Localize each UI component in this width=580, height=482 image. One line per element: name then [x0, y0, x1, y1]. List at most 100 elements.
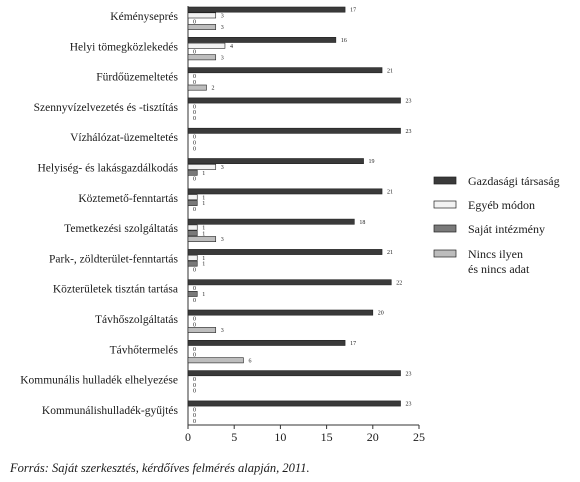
x-tick-label: 15 — [321, 430, 333, 444]
legend: Gazdasági társaság Egyéb módon Saját intéz… — [433, 174, 560, 276]
value-label: 0 — [193, 347, 196, 353]
bar — [187, 127, 401, 134]
bar — [187, 230, 198, 237]
bar — [187, 309, 374, 316]
category-label: Fürdőüzemeltetés — [96, 72, 178, 84]
bar — [187, 158, 364, 164]
value-label: 21 — [387, 68, 393, 74]
value-label: 3 — [221, 25, 224, 31]
category-label: Köztemető-fenntartás — [78, 193, 178, 205]
value-label: 21 — [387, 250, 393, 256]
value-label: 1 — [202, 262, 205, 268]
value-label: 0 — [193, 286, 196, 292]
value-label: 0 — [193, 146, 196, 152]
value-label: 0 — [193, 110, 196, 116]
value-label: 0 — [193, 377, 196, 383]
x-tick-label: 20 — [367, 430, 379, 444]
source-note: Forrás: Saját szerkesztés, kérdőíves fel… — [10, 461, 310, 475]
bar — [187, 260, 198, 267]
category-label: Park-, zöldterület-fenntartás — [49, 253, 179, 265]
x-tick-label: 25 — [413, 430, 425, 444]
category-label: Kommunálishulladék-gyűjtés — [42, 405, 179, 417]
value-label: 0 — [193, 413, 196, 419]
value-label: 1 — [202, 226, 205, 232]
bar — [187, 42, 226, 49]
value-label: 0 — [193, 407, 196, 413]
category-label: Helyi tömegközlekedés — [70, 41, 179, 53]
bar — [187, 97, 401, 104]
value-label: 1 — [202, 201, 205, 207]
category-label: Kéményseprés — [110, 11, 178, 23]
bar — [187, 236, 217, 242]
value-label: 2 — [211, 86, 214, 92]
bar — [187, 254, 198, 261]
bar — [187, 290, 198, 297]
value-label: 1 — [202, 256, 205, 262]
value-label: 0 — [193, 141, 196, 147]
category-label: Kommunális hulladék elhelyezése — [20, 375, 178, 387]
value-label: 23 — [406, 402, 412, 408]
value-label: 0 — [193, 389, 196, 395]
value-label: 0 — [193, 74, 196, 80]
legend-label: Nincs ilyen és nincs adat — [468, 247, 530, 276]
bar — [187, 400, 401, 407]
category-label: Távhőtermelés — [110, 344, 179, 356]
bar — [187, 370, 401, 377]
x-tick-label: 5 — [231, 430, 237, 444]
value-label: 0 — [193, 80, 196, 86]
value-label: 0 — [193, 116, 196, 122]
value-label: 1 — [202, 292, 205, 298]
bar — [187, 188, 383, 195]
value-label: 0 — [193, 353, 196, 359]
category-label: Szennyvízelvezetés és -tisztítás — [34, 102, 179, 114]
legend-label: Gazdasági társaság — [468, 174, 560, 188]
category-label: Közterületek tisztán tartása — [53, 284, 178, 296]
bar — [187, 169, 198, 176]
bar — [187, 327, 217, 333]
bar — [187, 36, 337, 43]
category-label: Vízhálózat-üzemeltetés — [70, 132, 178, 144]
value-label: 23 — [406, 129, 412, 135]
bar — [187, 24, 217, 30]
value-label: 3 — [221, 328, 224, 334]
bar — [187, 357, 244, 364]
value-label: 0 — [193, 419, 196, 425]
legend-label: Egyéb módon — [468, 198, 535, 212]
bar — [187, 279, 392, 286]
value-label: 17 — [350, 8, 356, 14]
value-label: 4 — [230, 44, 233, 50]
bar — [187, 12, 217, 19]
legend-label: Saját intézmény — [468, 222, 545, 236]
value-label: 1 — [202, 171, 205, 177]
category-label: Temetkezési szolgáltatás — [64, 223, 178, 235]
bar — [187, 194, 198, 201]
category-label: Távhőszolgáltatás — [95, 314, 179, 326]
value-label: 0 — [193, 268, 196, 274]
legend-swatch — [433, 176, 457, 185]
bar — [187, 224, 198, 231]
legend-swatch — [433, 249, 457, 258]
bar — [187, 6, 346, 13]
x-tick-label: 0 — [185, 430, 191, 444]
value-label: 0 — [193, 207, 196, 213]
value-label: 20 — [378, 311, 384, 317]
value-label: 23 — [406, 99, 412, 105]
value-label: 0 — [193, 383, 196, 389]
value-label: 3 — [221, 55, 224, 61]
value-label: 1 — [202, 195, 205, 201]
value-label: 18 — [359, 220, 365, 226]
value-label: 0 — [193, 50, 196, 56]
value-label: 16 — [341, 38, 347, 44]
value-label: 0 — [193, 104, 196, 110]
value-label: 3 — [221, 237, 224, 243]
value-label: 0 — [193, 322, 196, 328]
value-label: 22 — [396, 280, 402, 286]
bar — [187, 200, 198, 206]
bar — [187, 84, 207, 91]
value-label: 0 — [193, 135, 196, 141]
value-label: 3 — [221, 14, 224, 20]
value-label: 0 — [193, 177, 196, 183]
bar — [187, 67, 383, 74]
